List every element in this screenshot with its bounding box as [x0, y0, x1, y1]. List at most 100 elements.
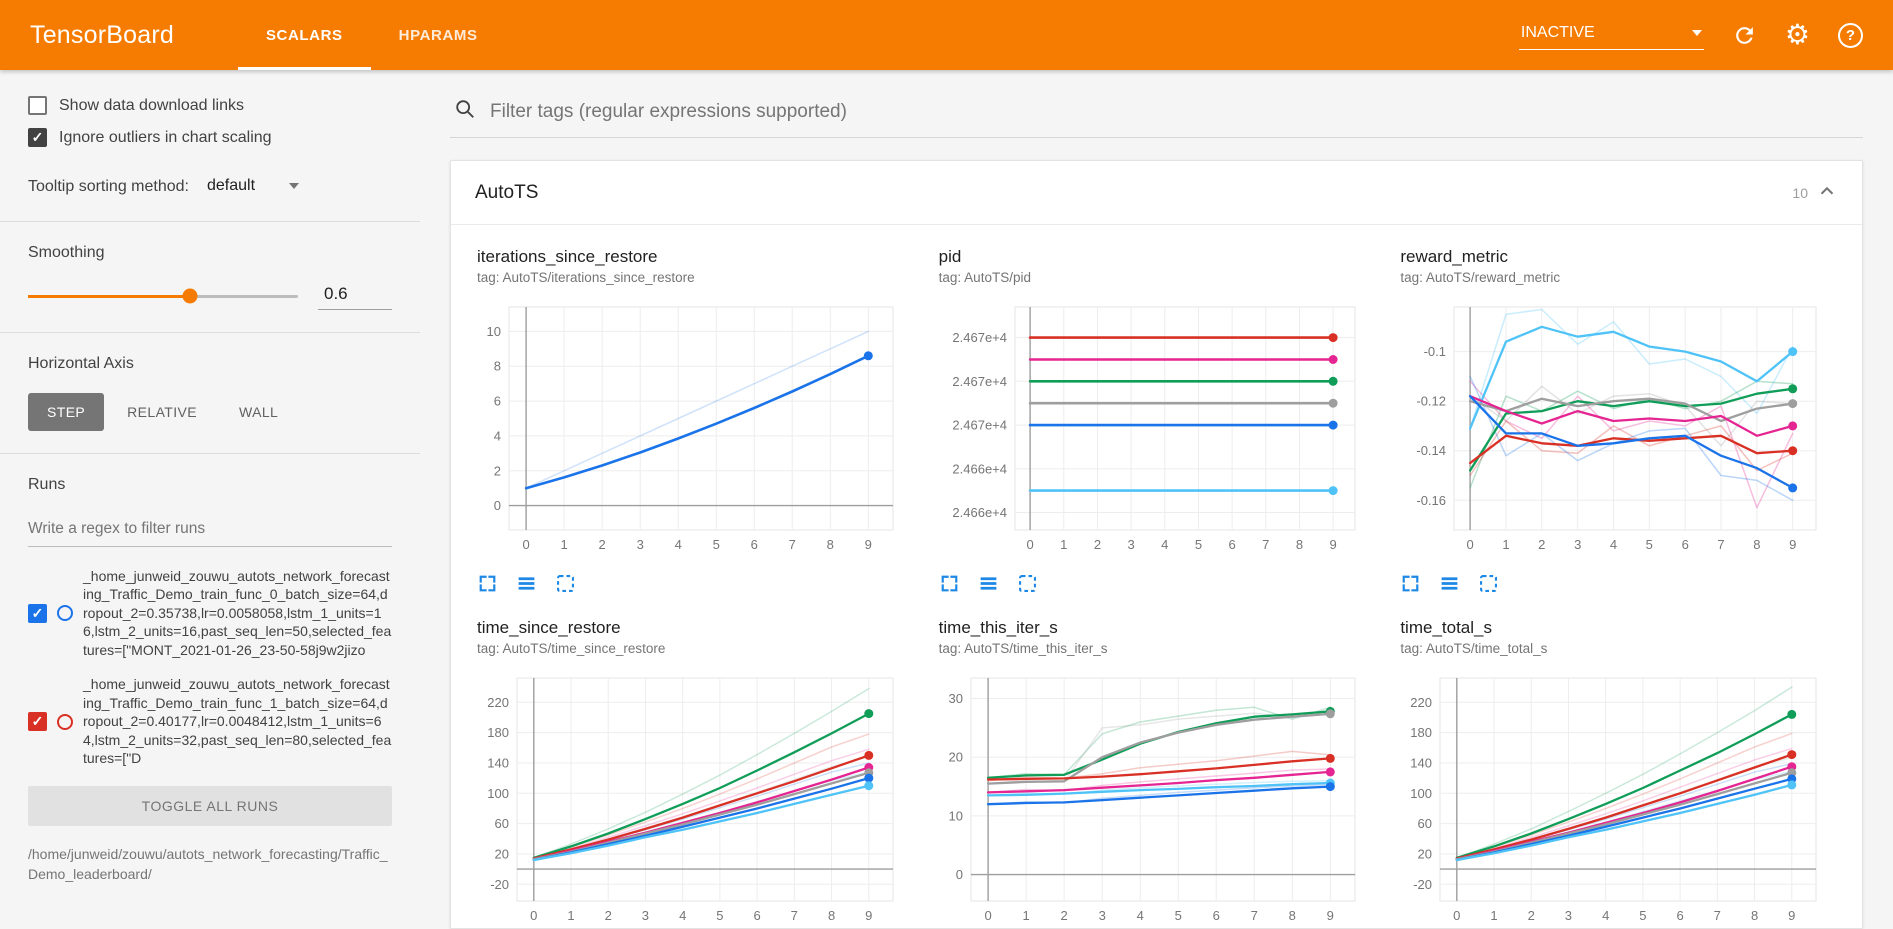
expand-chart-icon[interactable] [477, 573, 498, 594]
svg-text:4: 4 [494, 428, 501, 443]
svg-text:180: 180 [1411, 725, 1433, 740]
svg-text:6: 6 [753, 908, 760, 923]
svg-text:100: 100 [487, 786, 509, 801]
svg-text:140: 140 [1411, 756, 1433, 771]
run-color-radio[interactable] [57, 713, 73, 730]
svg-text:4: 4 [679, 908, 686, 923]
slider-fill [28, 294, 190, 298]
svg-text:3: 3 [642, 908, 649, 923]
chart-plot[interactable]: -0.1 -0.12 -0.14 -0.16 0 1 2 3 4 5 6 7 8 9 [1400, 295, 1830, 560]
chart-tag: tag: AutoTS/time_this_iter_s [938, 641, 1108, 656]
svg-text:3: 3 [1574, 537, 1581, 552]
filter-tags-bar [450, 90, 1863, 138]
svg-text:6: 6 [1677, 908, 1684, 923]
svg-text:9: 9 [1789, 537, 1796, 552]
svg-text:0: 0 [1454, 908, 1461, 923]
tab-hparams[interactable]: HPARAMS [398, 26, 478, 44]
checkbox-label: Show data download links [59, 96, 245, 114]
svg-text:1: 1 [1503, 537, 1510, 552]
svg-text:9: 9 [865, 537, 872, 552]
collapse-chevron-icon[interactable] [1816, 180, 1838, 205]
tooltip-sorting-value: default [206, 177, 256, 194]
chart-plot[interactable]: 10 8 6 4 2 0 0 1 2 3 4 5 6 7 8 9 [477, 295, 907, 560]
chart-plot[interactable]: 220 180 140 100 60 20 -20 0 1 2 3 4 5 6 7 8 9 [477, 666, 907, 928]
chart-plot[interactable]: 2.467e+4 2.467e+4 2.467e+4 2.466e+4 2.466e+4… [939, 295, 1369, 560]
chart-tag: tag: AutoTS/time_since_restore [477, 641, 666, 656]
chart-tag: tag: AutoTS/iterations_since_restore [477, 270, 695, 285]
axis-relative-button[interactable]: RELATIVE [108, 393, 216, 431]
chart-card: reward_metric tag: AutoTS/reward_metric -0… [1400, 247, 1836, 594]
svg-text:20: 20 [1418, 847, 1432, 862]
svg-text:10: 10 [487, 324, 501, 339]
chart-card: time_since_restore tag: AutoTS/time_since… [477, 618, 913, 928]
svg-text:7: 7 [1262, 537, 1269, 552]
fit-domain-icon[interactable] [1017, 573, 1038, 594]
svg-text:0: 0 [530, 908, 537, 923]
chart-tag: tag: AutoTS/reward_metric [1400, 270, 1561, 285]
run-item[interactable]: ✓ _home_junweid_zouwu_autots_network_for… [28, 567, 392, 659]
tag-group-header[interactable]: AutoTS 10 [451, 161, 1862, 225]
svg-text:6: 6 [751, 537, 758, 552]
svg-text:5: 5 [1646, 537, 1653, 552]
checkbox-unchecked-icon[interactable] [28, 96, 47, 115]
fit-domain-icon[interactable] [1478, 573, 1499, 594]
tooltip-sorting-select[interactable]: default [205, 175, 301, 199]
axis-wall-button[interactable]: WALL [220, 393, 297, 431]
svg-text:3: 3 [1098, 908, 1105, 923]
svg-text:2.467e+4: 2.467e+4 [952, 374, 1007, 389]
slider-thumb[interactable] [182, 288, 198, 304]
expand-chart-icon[interactable] [939, 573, 960, 594]
refresh-icon[interactable] [1732, 23, 1757, 48]
svg-text:2: 2 [605, 908, 612, 923]
runs-selector-icon[interactable] [1439, 573, 1460, 594]
svg-text:7: 7 [789, 537, 796, 552]
nav-tabs: SCALARS HPARAMS [238, 0, 506, 70]
svg-text:0: 0 [1026, 537, 1033, 552]
fit-domain-icon[interactable] [555, 573, 576, 594]
svg-text:-20: -20 [1414, 877, 1433, 892]
horizontal-axis-label: Horizontal Axis [28, 355, 134, 372]
svg-text:-0.16: -0.16 [1417, 493, 1447, 508]
filter-tags-input[interactable] [490, 100, 1859, 123]
svg-text:2: 2 [598, 537, 605, 552]
show-download-links-checkbox[interactable]: Show data download links [28, 96, 392, 115]
smoothing-slider[interactable] [28, 288, 298, 304]
svg-text:7: 7 [1250, 908, 1257, 923]
ignore-outliers-checkbox[interactable]: ✓ Ignore outliers in chart scaling [28, 128, 392, 147]
chart-tag: tag: AutoTS/pid [938, 270, 1031, 285]
svg-text:8: 8 [494, 359, 501, 374]
expand-chart-icon[interactable] [1400, 573, 1421, 594]
svg-text:7: 7 [1718, 537, 1725, 552]
runs-selector-icon[interactable] [978, 573, 999, 594]
smoothing-value[interactable]: 0.6 [318, 282, 392, 310]
svg-text:0: 0 [1467, 537, 1474, 552]
runs-filter-input[interactable] [28, 514, 392, 547]
svg-text:-0.14: -0.14 [1417, 443, 1447, 458]
svg-text:9: 9 [1789, 908, 1796, 923]
chevron-down-icon [289, 183, 300, 189]
svg-text:3: 3 [637, 537, 644, 552]
top-bar: TensorBoard SCALARS HPARAMS INACTIVE ⚙ ? [0, 0, 1893, 70]
run-color-radio[interactable] [57, 605, 73, 622]
svg-text:2.466e+4: 2.466e+4 [952, 461, 1007, 476]
axis-step-button[interactable]: STEP [28, 393, 105, 431]
tab-scalars[interactable]: SCALARS [238, 0, 371, 70]
checkbox-checked-icon[interactable]: ✓ [28, 128, 47, 147]
app-body: Show data download links ✓ Ignore outlie… [0, 70, 1893, 929]
runs-selector-icon[interactable] [516, 573, 537, 594]
tag-group-title: AutoTS [475, 181, 539, 203]
chart-plot[interactable]: 30 20 10 0 0 1 2 3 4 5 6 7 8 9 [939, 666, 1369, 928]
settings-gear-icon[interactable]: ⚙ [1784, 19, 1810, 50]
run-checkbox[interactable]: ✓ [28, 712, 47, 732]
toggle-all-runs-button[interactable]: TOGGLE ALL RUNS [28, 785, 392, 826]
chart-card: iterations_since_restore tag: AutoTS/iter… [477, 247, 913, 594]
data-status-dropdown[interactable]: INACTIVE [1518, 20, 1704, 50]
run-checkbox[interactable]: ✓ [28, 603, 47, 623]
runs-base-path: /home/junweid/zouwu/autots_network_forec… [28, 845, 388, 882]
svg-text:20: 20 [495, 847, 509, 862]
svg-text:6: 6 [494, 394, 501, 409]
help-icon[interactable]: ? [1838, 22, 1863, 48]
run-item[interactable]: ✓ _home_junweid_zouwu_autots_network_for… [28, 675, 392, 767]
chart-plot[interactable]: 220 180 140 100 60 20 -20 0 1 2 3 4 5 6 7 8 9 [1400, 666, 1830, 928]
svg-text:3: 3 [1565, 908, 1572, 923]
